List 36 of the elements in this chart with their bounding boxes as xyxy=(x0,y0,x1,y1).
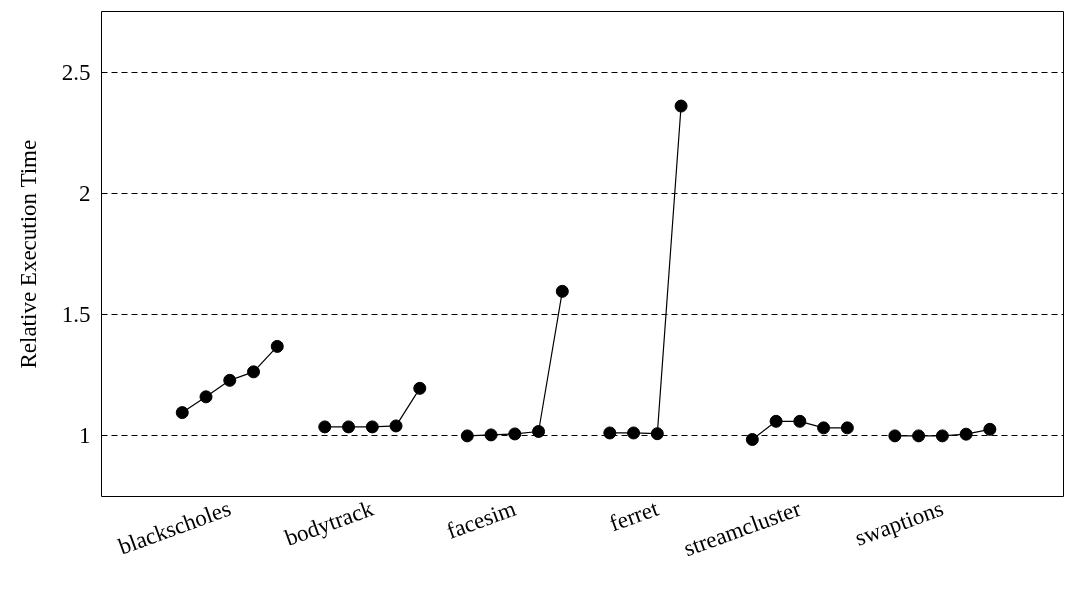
x-tick-label: facesim xyxy=(443,495,520,544)
y-tick-label: 1 xyxy=(79,423,91,449)
y-tick-label: 2 xyxy=(79,180,91,206)
point xyxy=(247,365,261,379)
point xyxy=(199,390,213,404)
point xyxy=(532,425,546,438)
point xyxy=(912,429,926,443)
point xyxy=(745,433,759,446)
point xyxy=(223,373,237,387)
point xyxy=(840,421,854,435)
point xyxy=(674,99,688,113)
y-tick-label: 2.5 xyxy=(61,59,91,85)
point xyxy=(650,427,664,441)
point xyxy=(175,406,189,420)
point xyxy=(460,429,474,443)
point xyxy=(603,426,617,440)
point xyxy=(983,422,997,436)
point xyxy=(555,284,569,298)
point xyxy=(270,339,284,353)
point xyxy=(817,421,831,435)
point xyxy=(935,429,949,443)
point xyxy=(508,427,522,441)
point xyxy=(342,420,356,434)
point xyxy=(888,429,902,443)
point xyxy=(413,381,427,395)
point xyxy=(793,414,807,428)
y-tick-label: 1.5 xyxy=(61,302,91,328)
point xyxy=(484,428,498,442)
point xyxy=(627,426,641,440)
point xyxy=(389,419,403,433)
x-tick-label: ferret xyxy=(606,495,663,537)
point xyxy=(365,420,379,434)
point xyxy=(769,414,783,428)
point xyxy=(318,420,332,434)
y-axis-title: Relative Execution Time xyxy=(15,139,41,369)
point xyxy=(959,427,973,441)
